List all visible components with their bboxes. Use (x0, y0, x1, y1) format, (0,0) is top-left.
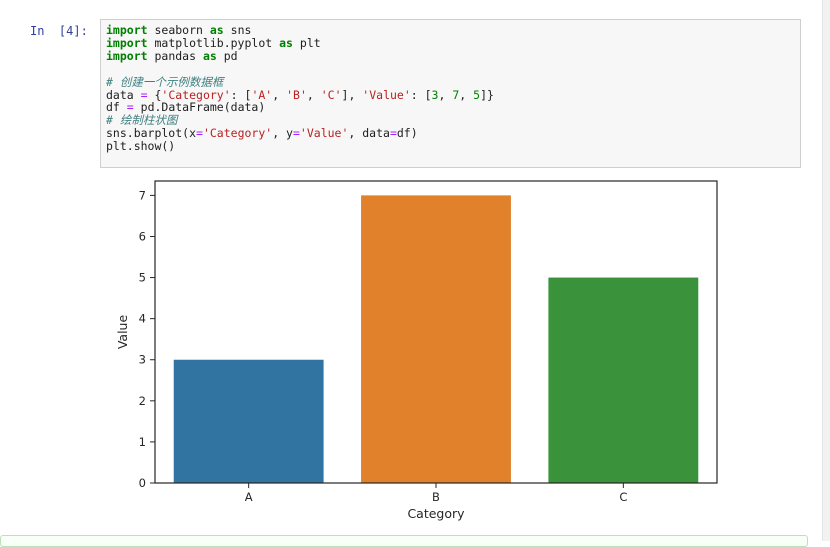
page-scrollbar[interactable] (822, 0, 830, 541)
y-tick-label: 0 (139, 476, 146, 490)
code-line: import matplotlib.pyplot as plt (106, 36, 321, 50)
code-line: # 绘制柱状图 (106, 113, 177, 127)
code-token: { (147, 87, 162, 102)
code-token: 'Value' (299, 126, 349, 141)
code-token: : [ (410, 87, 432, 102)
code-token: import (106, 48, 148, 63)
x-tick-label: A (245, 490, 253, 504)
code-token: = (140, 87, 148, 102)
code-token: 'Category' (202, 126, 273, 141)
x-tick-label: C (619, 490, 627, 504)
code-token: df (106, 100, 127, 115)
code-token: sns.barplot(x (106, 126, 197, 141)
code-token: pd (216, 48, 238, 63)
code-token: 'C' (320, 87, 342, 102)
code-token: import (106, 23, 148, 37)
code-token: seaborn (147, 23, 210, 37)
code-token: : [ (230, 87, 252, 102)
bar-a (173, 359, 324, 483)
code-token: , y (272, 126, 293, 141)
code-token: plt (292, 35, 321, 50)
y-axis-label: Value (115, 315, 130, 350)
code-token: 'Value' (362, 87, 411, 102)
code-line: import pandas as pd (106, 49, 238, 63)
bar-chart: 0 1 2 3 4 5 6 7 A B C Category Value (115, 180, 718, 521)
code-token: , (272, 87, 287, 102)
x-axis-label: Category (407, 506, 465, 521)
bar-b (361, 195, 511, 483)
y-tick-label: 2 (139, 394, 146, 408)
y-tick-label: 1 (139, 435, 146, 449)
y-tick-label: 3 (139, 353, 146, 367)
code-token: as (279, 35, 293, 50)
y-tick-label: 6 (139, 229, 146, 243)
code-token: , (438, 87, 453, 102)
notebook-cell: In [4]: import seaborn as sns import mat… (30, 19, 801, 521)
y-tick-label: 5 (139, 271, 146, 285)
next-cell-editor[interactable] (0, 535, 808, 547)
code-line: sns.barplot(x='Category', y='Value', dat… (106, 126, 418, 140)
code-line: # 创建一个示例数据框 (106, 75, 223, 89)
code-token: , (459, 87, 474, 102)
code-token: = (389, 126, 397, 141)
code-token: ]} (480, 87, 494, 102)
code-line: data = {'Category': ['A', 'B', 'C'], 'Va… (106, 88, 494, 102)
x-tick-label: B (432, 490, 440, 504)
code-token: import (106, 35, 148, 50)
code-token: pd.DataFrame(data) (133, 100, 266, 115)
code-token: , data (348, 126, 390, 141)
code-line: import seaborn as sns (106, 23, 251, 37)
code-token: matplotlib.pyplot (147, 35, 280, 50)
code-token: # 创建一个示例数据框 (106, 74, 224, 89)
bar-c (548, 277, 699, 483)
code-token: = (126, 100, 134, 115)
code-token: pandas (147, 48, 203, 63)
code-token: data (106, 87, 141, 102)
code-token: = (196, 126, 203, 141)
code-token: sns (223, 23, 252, 37)
y-tick-label: 4 (139, 312, 146, 326)
code-token: # 绘制柱状图 (106, 113, 178, 128)
code-token: df) (396, 126, 418, 141)
code-token: 5 (473, 87, 481, 102)
code-editor[interactable]: import seaborn as sns import matplotlib.… (100, 19, 801, 168)
code-token: 3 (431, 87, 439, 102)
code-text[interactable]: import seaborn as sns import matplotlib.… (106, 24, 494, 153)
code-token: 'B' (286, 87, 307, 102)
code-token: 'Category' (161, 87, 231, 102)
code-token: = (292, 126, 300, 141)
code-line: df = pd.DataFrame(data) (106, 100, 265, 114)
code-token: 'A' (251, 87, 273, 102)
code-token: plt.show() (106, 139, 176, 154)
code-token: as (209, 23, 224, 37)
code-token: , (306, 87, 321, 102)
code-line: plt.show() (106, 139, 175, 153)
y-tick-label: 7 (139, 188, 146, 202)
code-token: ], (341, 87, 363, 102)
input-prompt: In [4]: (30, 24, 88, 38)
code-token: as (202, 48, 217, 63)
code-token: 7 (452, 87, 460, 102)
